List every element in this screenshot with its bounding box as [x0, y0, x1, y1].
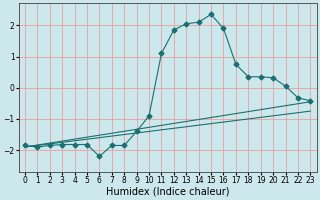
X-axis label: Humidex (Indice chaleur): Humidex (Indice chaleur)	[106, 187, 229, 197]
